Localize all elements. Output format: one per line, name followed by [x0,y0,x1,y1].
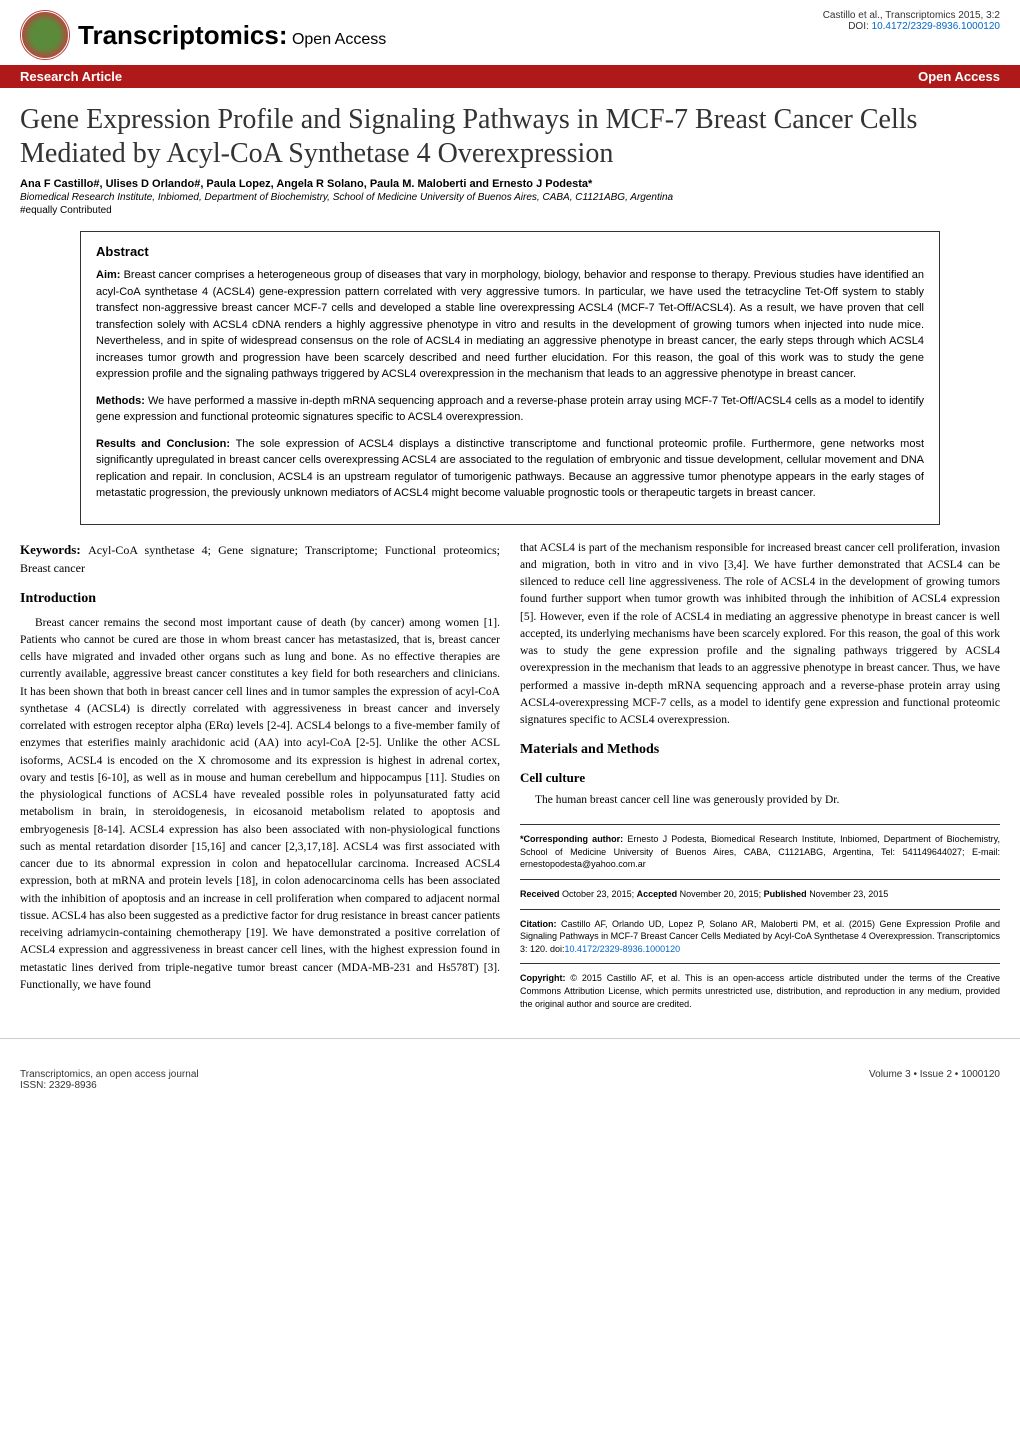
received-label: Received [520,889,562,899]
accepted-label: Accepted [637,889,680,899]
ribbon-bar: Research Article Open Access [0,65,1020,88]
footer-issn: ISSN: 2329-8936 [20,1080,199,1091]
corr-label: *Corresponding author: [520,834,627,844]
dates-block: Received October 23, 2015; Accepted Nove… [520,888,1000,901]
journal-title: Transcriptomics: [78,20,288,50]
journal-title-block: Transcriptomics: Open Access [78,20,386,51]
info-separator [520,879,1000,880]
doi-line: DOI: 10.4172/2329-8936.1000120 [823,21,1000,32]
contribution-note: #equally Contributed [0,205,1020,226]
footer-left: Transcriptomics, an open access journal … [20,1069,199,1091]
citation-info: Castillo et al., Transcriptomics 2015, 3… [823,10,1000,32]
header: Transcriptomics: Open Access Castillo et… [0,0,1020,65]
abstract-aim: Aim: Breast cancer comprises a heterogen… [96,267,924,383]
info-separator [520,909,1000,910]
copyright-label: Copyright: [520,973,570,983]
cell-culture-paragraph: The human breast cancer cell line was ge… [520,792,1000,809]
citation-text: Castillo et al., Transcriptomics 2015, 3… [823,10,1000,21]
accepted-text: November 20, 2015; [680,889,764,899]
aim-text: Breast cancer comprises a heterogeneous … [96,269,924,380]
main-content: Keywords: Acyl-CoA synthetase 4; Gene si… [0,540,1020,1018]
logo-section: Transcriptomics: Open Access [20,10,386,60]
aim-label: Aim: [96,269,124,281]
introduction-paragraph: Breast cancer remains the second most im… [20,615,500,995]
article-type: Research Article [20,69,122,84]
right-column: that ACSL4 is part of the mechanism resp… [520,540,1000,1018]
access-type: Open Access [918,69,1000,84]
authors-list: Ana F Castillo#, Ulises D Orlando#, Paul… [0,178,1020,190]
copyright-text: © 2015 Castillo AF, et al. This is an op… [520,973,1000,1008]
footer-journal: Transcriptomics, an open access journal [20,1069,199,1080]
journal-subtitle: Open Access [288,31,387,48]
methods-label: Methods: [96,395,148,407]
received-text: October 23, 2015; [562,889,637,899]
methods-text: We have performed a massive in-depth mRN… [96,395,924,424]
journal-logo-icon [20,10,70,60]
doi-label: DOI: [848,21,871,32]
page-footer: Transcriptomics, an open access journal … [0,1038,1020,1106]
abstract-methods: Methods: We have performed a massive in-… [96,393,924,426]
keywords-text: Acyl-CoA synthetase 4; Gene signature; T… [20,543,500,576]
citation-label: Citation: [520,919,561,929]
col2-continuation: that ACSL4 is part of the mechanism resp… [520,540,1000,730]
published-label: Published [764,889,810,899]
abstract-heading: Abstract [96,244,924,259]
citation-doi-link[interactable]: 10.4172/2329-8936.1000120 [565,944,681,954]
affiliation: Biomedical Research Institute, Inbiomed,… [0,190,1020,205]
doi-link[interactable]: 10.4172/2329-8936.1000120 [872,21,1000,32]
corresponding-author: *Corresponding author: Ernesto J Podesta… [520,833,1000,871]
keywords-block: Keywords: Acyl-CoA synthetase 4; Gene si… [20,540,500,578]
citation-block: Citation: Castillo AF, Orlando UD, Lopez… [520,918,1000,956]
cell-culture-heading: Cell culture [520,768,1000,788]
left-column: Keywords: Acyl-CoA synthetase 4; Gene si… [20,540,500,1018]
abstract-box: Abstract Aim: Breast cancer comprises a … [80,231,940,525]
materials-heading: Materials and Methods [520,739,1000,760]
footer-right: Volume 3 • Issue 2 • 1000120 [869,1069,1000,1091]
published-text: November 23, 2015 [809,889,888,899]
info-separator [520,963,1000,964]
article-title: Gene Expression Profile and Signaling Pa… [0,88,1020,178]
copyright-block: Copyright: © 2015 Castillo AF, et al. Th… [520,972,1000,1010]
introduction-heading: Introduction [20,588,500,609]
keywords-label: Keywords: [20,542,88,557]
abstract-results: Results and Conclusion: The sole express… [96,436,924,502]
results-label: Results and Conclusion: [96,438,236,450]
info-box: *Corresponding author: Ernesto J Podesta… [520,824,1000,1010]
